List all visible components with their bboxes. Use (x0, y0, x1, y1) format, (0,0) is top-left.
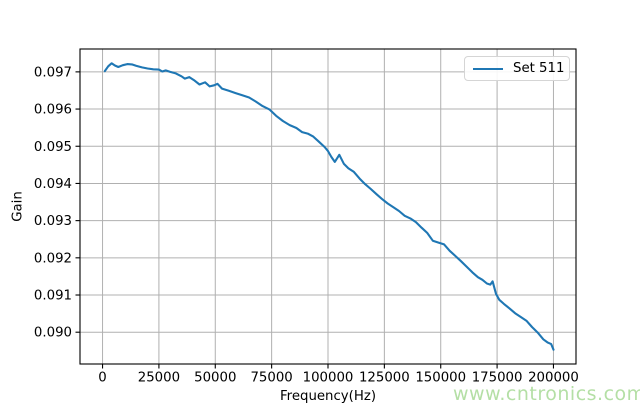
x-tick-label: 0 (98, 371, 106, 386)
x-axis-label: Frequency(Hz) (279, 389, 377, 404)
x-tick-label: 175000 (472, 371, 523, 386)
x-tick-label: 125000 (359, 371, 410, 386)
legend: Set 511 (464, 56, 570, 81)
y-tick-label: 0.095 (34, 140, 72, 155)
x-tick-label: 100000 (303, 371, 354, 386)
x-tick-label: 200000 (528, 371, 579, 386)
x-tick-label: 25000 (138, 371, 180, 386)
y-axis-label: Gain (10, 191, 26, 222)
y-tick-label: 0.094 (34, 177, 72, 192)
y-tick-label: 0.096 (34, 103, 72, 118)
legend-entry-label: Set 511 (513, 61, 565, 76)
legend-line-sample-icon (473, 67, 503, 70)
data-line-set-511 (103, 62, 555, 351)
x-tick-label: 150000 (415, 371, 466, 386)
y-tick-label: 0.092 (34, 251, 72, 266)
y-tick-label: 0.093 (34, 214, 72, 229)
y-tick-label: 0.091 (34, 289, 72, 304)
y-tick-label: 0.097 (34, 65, 72, 80)
watermark: www.cntronics.com (453, 383, 640, 405)
x-tick-label: 75000 (250, 371, 292, 386)
y-tick-label: 0.090 (34, 326, 72, 341)
x-tick-label: 50000 (194, 371, 236, 386)
